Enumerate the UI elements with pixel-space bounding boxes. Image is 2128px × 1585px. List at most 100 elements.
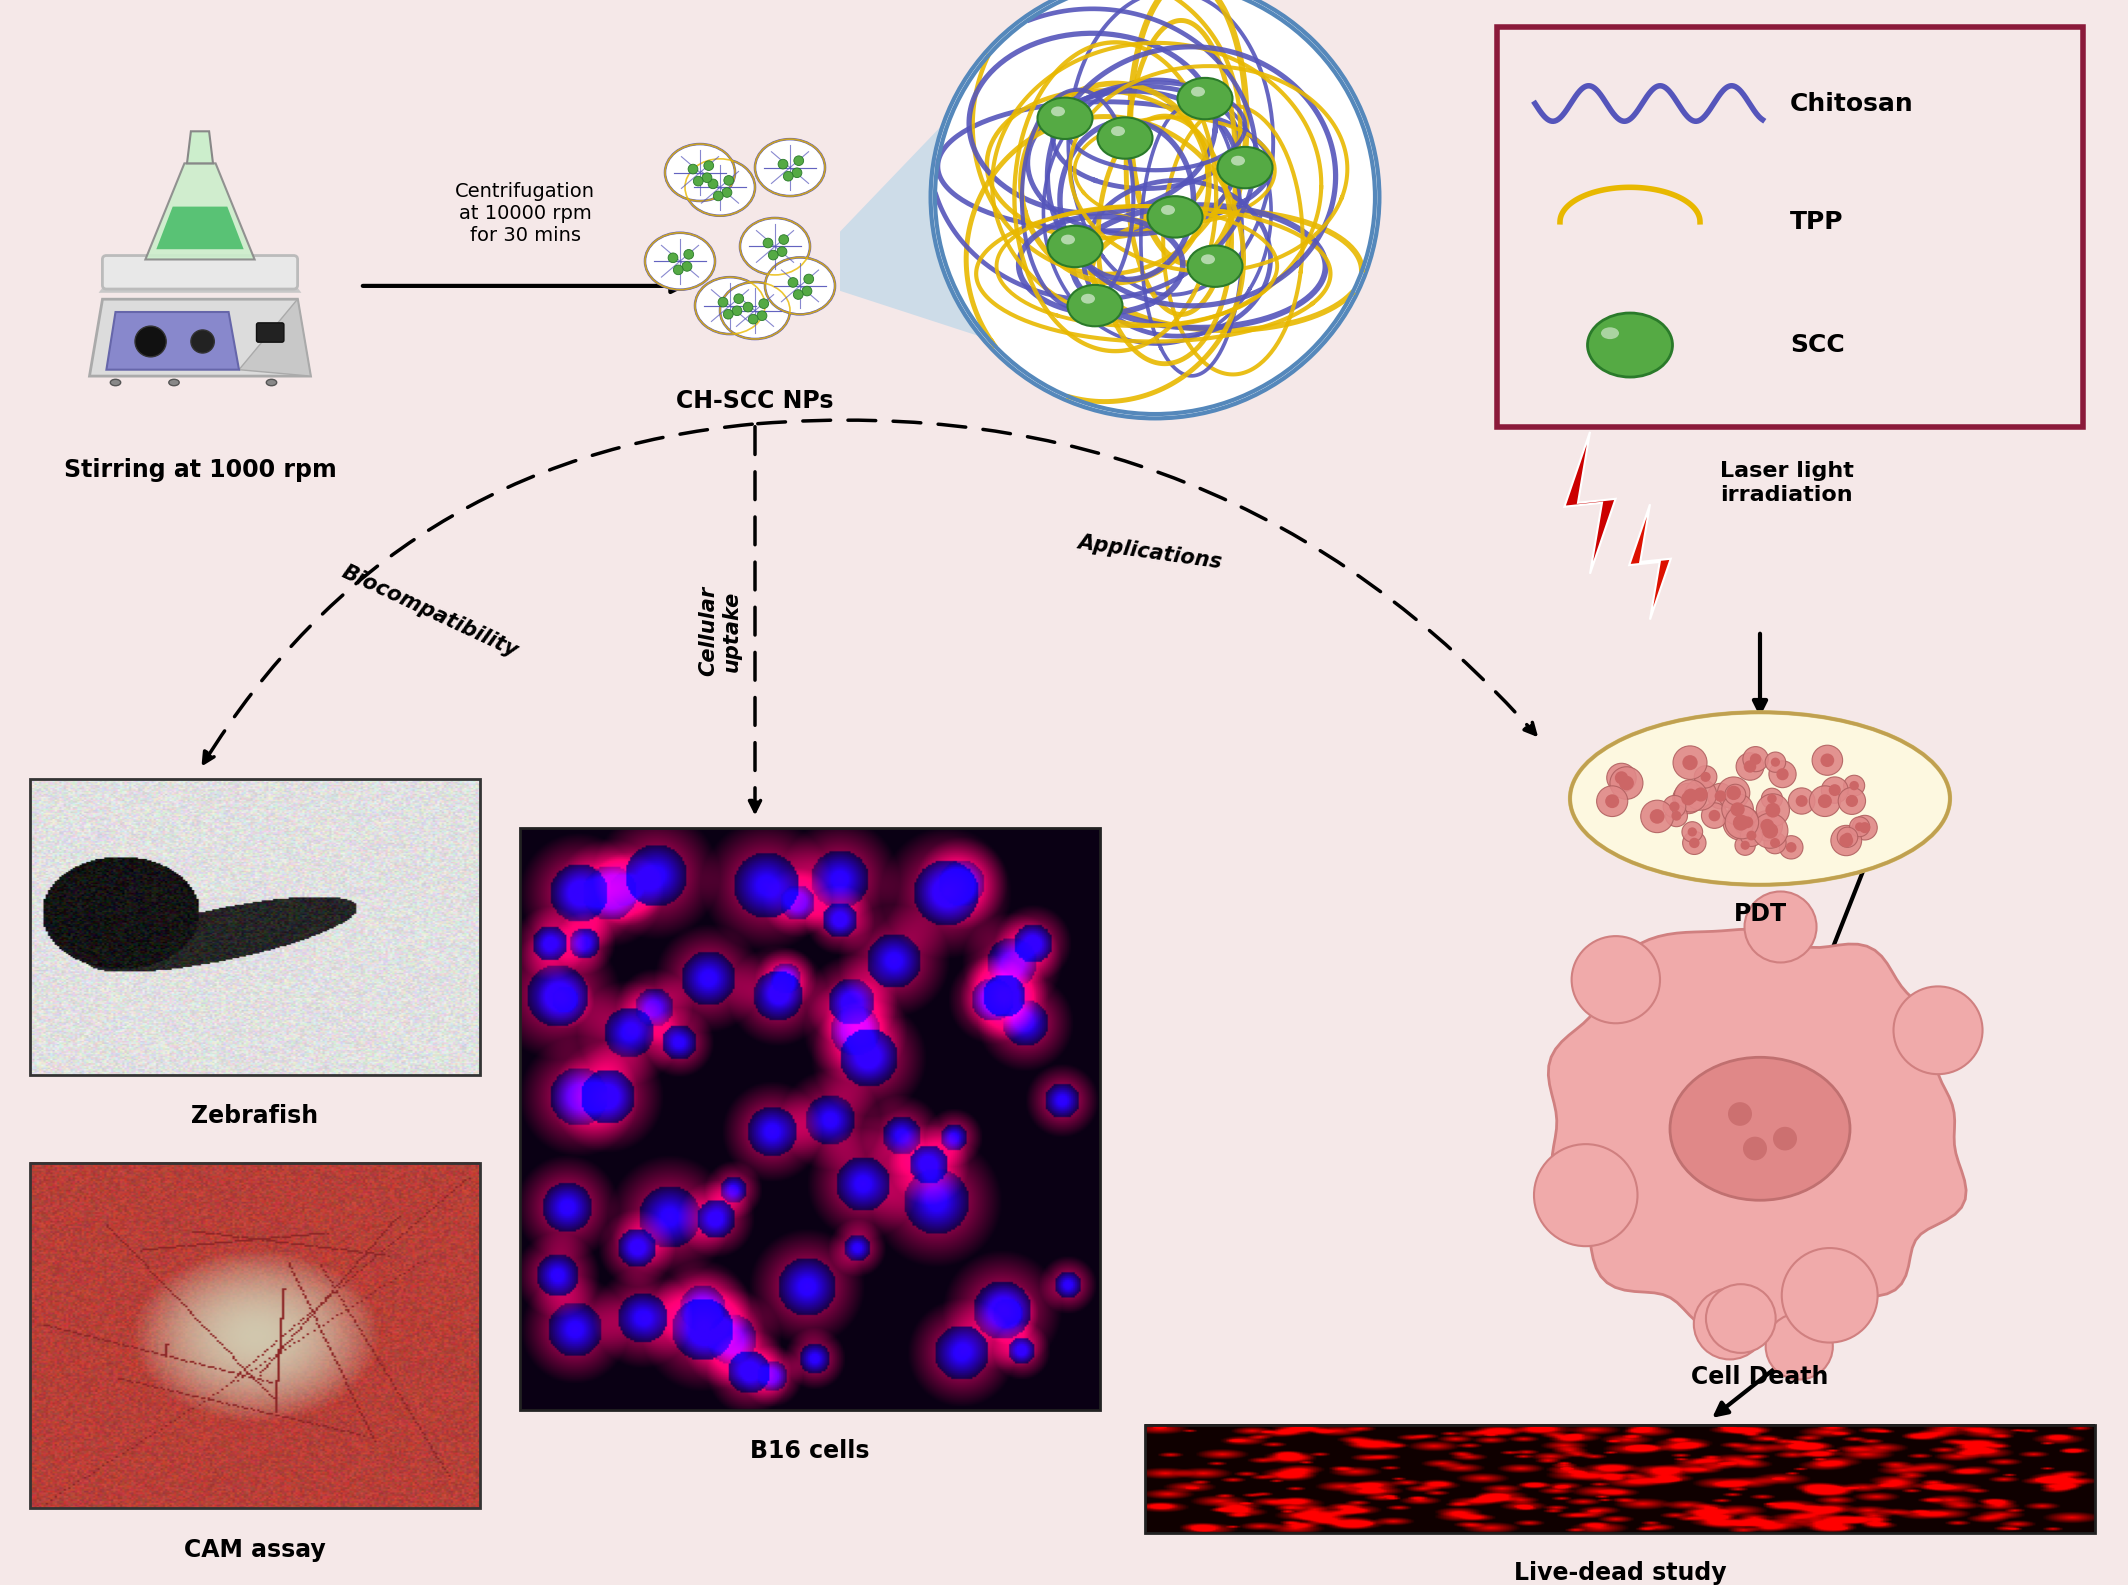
Circle shape bbox=[930, 0, 1379, 418]
Ellipse shape bbox=[1068, 285, 1121, 327]
Circle shape bbox=[1726, 786, 1741, 800]
Circle shape bbox=[192, 330, 215, 353]
Circle shape bbox=[787, 277, 798, 287]
Circle shape bbox=[1694, 788, 1709, 802]
Polygon shape bbox=[145, 163, 255, 260]
Circle shape bbox=[683, 262, 692, 271]
Circle shape bbox=[1673, 783, 1705, 813]
Circle shape bbox=[1730, 802, 1745, 816]
Polygon shape bbox=[98, 282, 302, 293]
Ellipse shape bbox=[1162, 204, 1175, 216]
Circle shape bbox=[1760, 819, 1775, 832]
Circle shape bbox=[724, 176, 734, 185]
Circle shape bbox=[1756, 794, 1790, 827]
Circle shape bbox=[1605, 794, 1619, 808]
Circle shape bbox=[724, 309, 734, 319]
Ellipse shape bbox=[1147, 197, 1202, 238]
Circle shape bbox=[1851, 815, 1877, 840]
Circle shape bbox=[1730, 789, 1741, 799]
Text: Chitosan: Chitosan bbox=[1790, 92, 1913, 116]
Text: CH-SCC NPs: CH-SCC NPs bbox=[677, 390, 834, 414]
Ellipse shape bbox=[168, 379, 179, 385]
Circle shape bbox=[1813, 745, 1843, 775]
Polygon shape bbox=[841, 46, 1019, 349]
Text: B16 cells: B16 cells bbox=[751, 1439, 870, 1463]
Circle shape bbox=[1768, 761, 1796, 788]
Circle shape bbox=[672, 265, 683, 274]
Ellipse shape bbox=[1098, 117, 1153, 158]
Bar bbox=[519, 827, 1100, 1409]
Circle shape bbox=[1749, 753, 1762, 766]
Ellipse shape bbox=[1038, 98, 1092, 139]
Text: SCC: SCC bbox=[1790, 333, 1845, 357]
Circle shape bbox=[1707, 1284, 1775, 1354]
Ellipse shape bbox=[755, 139, 826, 197]
Circle shape bbox=[1743, 747, 1768, 772]
Circle shape bbox=[779, 160, 787, 170]
Ellipse shape bbox=[696, 277, 764, 334]
FancyBboxPatch shape bbox=[102, 255, 298, 288]
Circle shape bbox=[1683, 754, 1698, 770]
Circle shape bbox=[1736, 753, 1764, 780]
Circle shape bbox=[1796, 796, 1807, 807]
Circle shape bbox=[777, 247, 787, 257]
Circle shape bbox=[1709, 810, 1719, 821]
Circle shape bbox=[1764, 832, 1785, 854]
Circle shape bbox=[1734, 810, 1760, 835]
Circle shape bbox=[1743, 1136, 1766, 1160]
Circle shape bbox=[1649, 808, 1664, 824]
Ellipse shape bbox=[1217, 147, 1273, 189]
Text: Applications: Applications bbox=[1077, 533, 1224, 572]
Text: PDT: PDT bbox=[1734, 902, 1788, 926]
Circle shape bbox=[794, 290, 802, 300]
Ellipse shape bbox=[645, 233, 715, 290]
Circle shape bbox=[1764, 751, 1785, 772]
Circle shape bbox=[1770, 758, 1779, 767]
Circle shape bbox=[1741, 840, 1749, 850]
Circle shape bbox=[1766, 804, 1781, 818]
Circle shape bbox=[764, 238, 772, 247]
Circle shape bbox=[1607, 764, 1636, 792]
Circle shape bbox=[1734, 835, 1756, 856]
Circle shape bbox=[749, 314, 758, 323]
Circle shape bbox=[1675, 780, 1707, 812]
Ellipse shape bbox=[111, 379, 121, 385]
Text: Stirring at 1000 rpm: Stirring at 1000 rpm bbox=[64, 458, 336, 482]
Circle shape bbox=[1762, 823, 1779, 838]
Circle shape bbox=[1694, 766, 1717, 788]
Circle shape bbox=[687, 165, 698, 174]
Circle shape bbox=[1766, 794, 1777, 804]
Circle shape bbox=[1717, 777, 1749, 808]
Circle shape bbox=[1741, 816, 1753, 829]
Circle shape bbox=[717, 298, 728, 307]
Text: Laser light
irradiation: Laser light irradiation bbox=[1719, 461, 1853, 504]
Circle shape bbox=[1751, 813, 1788, 848]
Circle shape bbox=[694, 176, 702, 185]
Circle shape bbox=[1788, 788, 1815, 815]
Circle shape bbox=[1817, 794, 1832, 808]
Circle shape bbox=[1860, 823, 1871, 834]
Circle shape bbox=[1683, 789, 1698, 804]
Circle shape bbox=[1726, 805, 1758, 838]
Circle shape bbox=[1856, 823, 1864, 831]
Ellipse shape bbox=[764, 257, 834, 314]
Ellipse shape bbox=[1570, 712, 1949, 884]
FancyBboxPatch shape bbox=[257, 323, 283, 342]
Circle shape bbox=[1702, 804, 1728, 829]
Circle shape bbox=[1673, 747, 1707, 780]
Circle shape bbox=[1707, 783, 1734, 808]
Circle shape bbox=[668, 254, 679, 263]
Polygon shape bbox=[155, 206, 245, 249]
Ellipse shape bbox=[1200, 254, 1215, 265]
Circle shape bbox=[709, 179, 717, 189]
Ellipse shape bbox=[1111, 127, 1126, 136]
Circle shape bbox=[1724, 805, 1758, 840]
Circle shape bbox=[1534, 1144, 1639, 1246]
Ellipse shape bbox=[1062, 235, 1075, 244]
Circle shape bbox=[1690, 838, 1700, 848]
Circle shape bbox=[1726, 785, 1745, 805]
Circle shape bbox=[1830, 826, 1862, 856]
Circle shape bbox=[1596, 786, 1628, 816]
Circle shape bbox=[1751, 810, 1783, 840]
Circle shape bbox=[1611, 767, 1643, 799]
